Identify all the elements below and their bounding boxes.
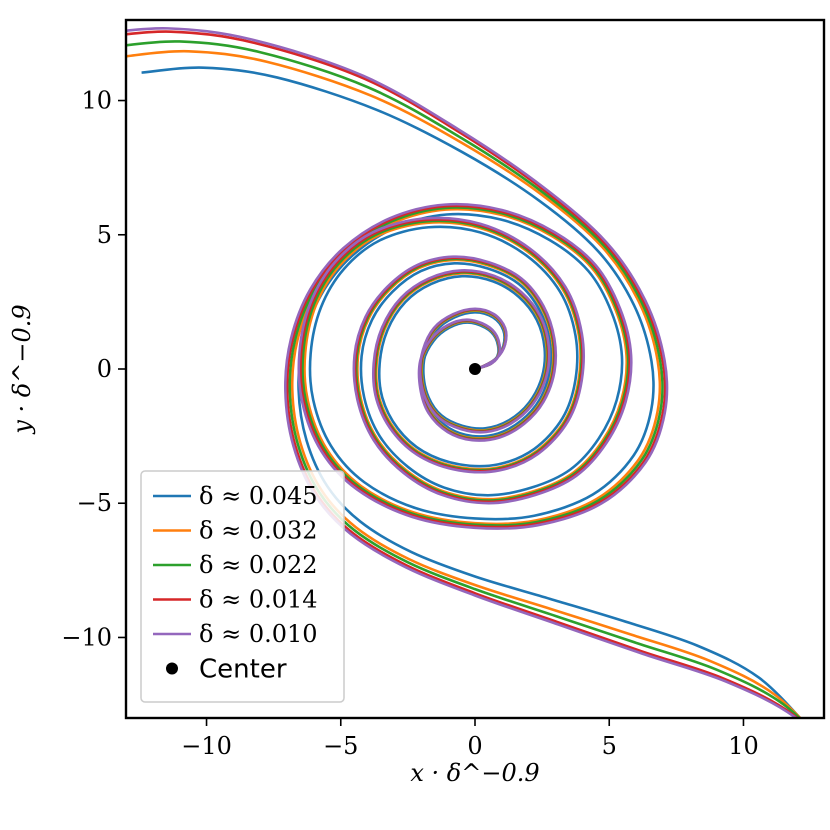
- legend-label: δ ≈ 0.032: [199, 517, 318, 545]
- y-axis-label: y · δ^−0.9: [8, 304, 36, 434]
- y-tick-label: −5: [77, 489, 112, 517]
- y-tick-label: 10: [81, 87, 112, 115]
- legend-label: δ ≈ 0.045: [199, 482, 318, 510]
- series-line-arm-1: [141, 66, 655, 521]
- x-tick-label: 10: [728, 732, 759, 760]
- legend-label: δ ≈ 0.014: [199, 586, 318, 614]
- legend: δ ≈ 0.045 δ ≈ 0.032 δ ≈ 0.022 δ ≈ 0.014 δ ≈ …: [140, 470, 345, 703]
- legend-label: δ ≈ 0.010: [199, 620, 318, 648]
- y-tick-label: 0: [97, 355, 112, 383]
- y-tick-label: −10: [61, 623, 112, 651]
- legend-center-label: Center: [199, 655, 287, 685]
- legend-label: δ ≈ 0.022: [199, 551, 318, 579]
- series-line-arm-1: [126, 26, 669, 530]
- x-axis-label: x · δ^−0.9: [410, 759, 539, 787]
- x-tick-label: −10: [181, 732, 232, 760]
- x-tick-label: 0: [467, 732, 482, 760]
- y-tick-label: 5: [97, 221, 112, 249]
- legend-center-marker: [166, 662, 178, 675]
- y-axis-ticks: −10 −5 0 5 10: [61, 87, 126, 651]
- x-tick-label: −5: [323, 732, 358, 760]
- x-axis-ticks: −10 −5 0 5 10: [181, 718, 759, 760]
- center-point: [469, 363, 481, 375]
- x-tick-label: 5: [602, 732, 617, 760]
- legend-box: [140, 470, 345, 703]
- center-layer: [469, 363, 481, 375]
